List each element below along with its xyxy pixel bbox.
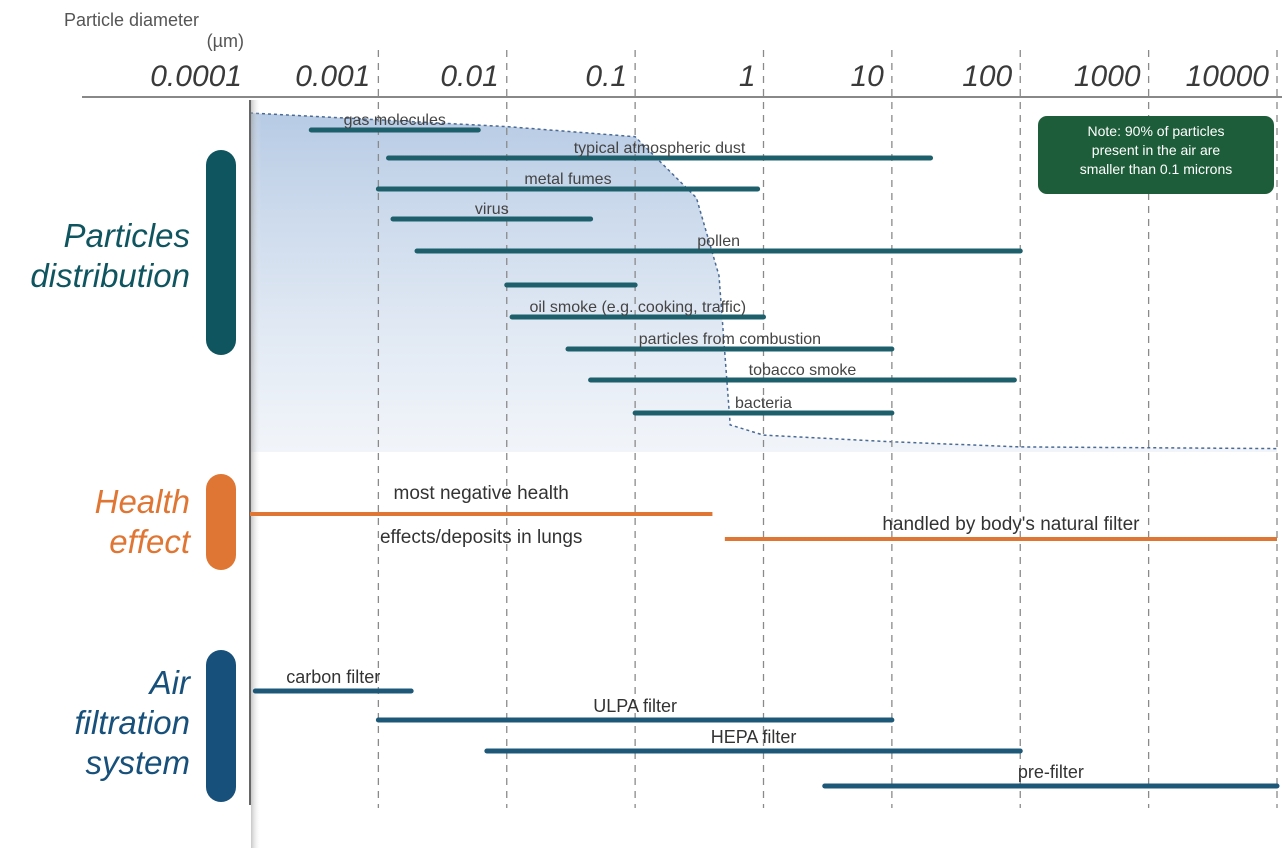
tick-label-1: 1: [739, 60, 756, 93]
axis-title: Particle diameter (µm): [0, 10, 250, 52]
tick-label-0.001: 0.001: [295, 60, 370, 93]
particles-label-line1: Particles: [63, 217, 190, 254]
note-line3: smaller than 0.1 microns: [1079, 161, 1233, 177]
filtration-section-bar: [206, 650, 236, 802]
note-box: Note: 90% of particles present in the ai…: [1038, 116, 1274, 194]
tick-label-0.1: 0.1: [585, 60, 627, 93]
distribution-curve: [249, 112, 1278, 450]
filter-label-2: HEPA filter: [711, 727, 797, 747]
filtration-section-label: Air filtration system: [74, 663, 190, 783]
health-label-1: handled by body's natural filter: [882, 514, 1140, 535]
tick-label-0.0001: 0.0001: [150, 60, 242, 93]
axis-title-unit: (µm): [206, 31, 244, 51]
particle-label-1: typical atmospheric dust: [574, 140, 746, 157]
tick-label-0.01: 0.01: [440, 60, 498, 93]
y-axis-shadow: [251, 100, 261, 848]
health-label-line2: effect: [109, 523, 190, 560]
note-line1: Note: 90% of particles: [1087, 123, 1225, 139]
particle-label-0: gas molecules: [344, 112, 446, 129]
particle-label-7: particles from combustion: [639, 331, 821, 348]
filtration-label-line1: Air: [149, 664, 190, 701]
note-line2: present in the air are: [1091, 142, 1221, 158]
health-label-0-line1: most negative health: [394, 483, 569, 504]
particle-label-2: metal fumes: [524, 171, 611, 188]
health-label-0-line2: effects/deposits in lungs: [380, 527, 582, 548]
tick-label-100: 100: [962, 60, 1012, 93]
particle-label-8: tobacco smoke: [749, 362, 857, 379]
health-label-line1: Health: [94, 483, 190, 520]
filtration-label-line3: system: [85, 744, 190, 781]
particle-label-4: pollen: [697, 233, 740, 250]
particles-section-bar: [206, 150, 236, 355]
health-section-bar: [206, 474, 236, 570]
particles-label-line2: distribution: [30, 257, 190, 294]
axis-title-line1: Particle diameter: [64, 10, 200, 30]
particle-label-6: oil smoke (e.g. cooking, traffic): [529, 299, 746, 316]
tick-label-1000: 1000: [1074, 60, 1141, 93]
tick-label-10: 10: [851, 60, 885, 93]
particle-label-9: bacteria: [735, 395, 792, 412]
filter-label-3: pre-filter: [1018, 762, 1084, 782]
particles-section-label: Particles distribution: [30, 216, 190, 296]
filter-label-1: ULPA filter: [593, 696, 677, 716]
health-section-label: Health effect: [95, 482, 190, 562]
tick-label-10000: 10000: [1186, 60, 1270, 93]
filter-label-0: carbon filter: [286, 667, 380, 687]
filtration-label-line2: filtration: [74, 704, 190, 741]
particle-label-3: virus: [475, 201, 509, 218]
